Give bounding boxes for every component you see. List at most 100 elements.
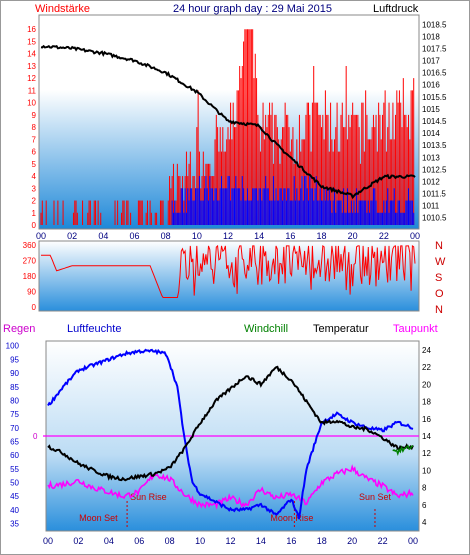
dewpoint-label: Taupunkt xyxy=(393,323,438,335)
temperature-tick-label: 8 xyxy=(422,484,427,493)
humidity-tick-label: 40 xyxy=(10,506,19,515)
time-tick-label: 16 xyxy=(285,231,295,241)
humidity-line xyxy=(47,348,414,520)
humidity-tick-label: 95 xyxy=(10,355,19,364)
pressure-title: Luftdruck xyxy=(373,3,419,15)
pressure-tick-label: 1013 xyxy=(422,153,440,162)
pressure-tick-label: 1017.5 xyxy=(422,44,447,53)
sun-set-label: Sun Set xyxy=(359,492,392,502)
time-tick-label: 22 xyxy=(379,231,389,241)
wind-tick-label: 11 xyxy=(28,86,37,95)
wind-tick-label: 13 xyxy=(27,62,36,71)
pressure-tick-label: 1016.5 xyxy=(422,69,447,78)
temperature-tick-label: 16 xyxy=(422,415,431,424)
temperature-tick-label: 10 xyxy=(422,466,431,475)
pressure-tick-label: 1015.5 xyxy=(422,93,447,102)
temperature-line xyxy=(47,365,414,482)
humidity-tick-label: 85 xyxy=(10,383,19,392)
graph-title: 24 hour graph day : 29 Mai 2015 xyxy=(173,3,332,15)
time-tick-label: 04 xyxy=(104,536,114,546)
humidity-tick-label: 35 xyxy=(10,520,19,529)
time-tick-label: 12 xyxy=(223,231,233,241)
time-tick-label: 10 xyxy=(195,536,205,546)
direction-tick-label: 0 xyxy=(32,303,37,312)
humidity-tick-label: 45 xyxy=(10,492,19,501)
pressure-tick-label: 1013.5 xyxy=(422,141,447,150)
humidity-tick-label: 50 xyxy=(10,479,19,488)
pressure-tick-label: 1016 xyxy=(422,81,440,90)
temperature-tick-label: 24 xyxy=(422,346,431,355)
time-tick-label: 20 xyxy=(347,536,357,546)
pressure-tick-label: 1012 xyxy=(422,177,440,186)
temperature-label: Temperatur xyxy=(313,323,369,335)
temperature-tick-label: 22 xyxy=(422,363,431,372)
windchill-label: Windchill xyxy=(244,323,288,335)
wind-tick-label: 12 xyxy=(27,74,36,83)
wind-tick-label: 8 xyxy=(32,123,37,132)
moon-set-label: Moon Set xyxy=(79,513,118,523)
time-tick-label: 02 xyxy=(73,536,83,546)
chart-marks: 0123456789101112131415161018.510181017.5… xyxy=(6,20,447,546)
direction-tick-label: 270 xyxy=(23,257,37,266)
pressure-tick-label: 1010.5 xyxy=(422,214,447,223)
wind-tick-label: 10 xyxy=(27,99,36,108)
time-tick-label: 22 xyxy=(378,536,388,546)
humidity-tick-label: 55 xyxy=(10,465,19,474)
humidity-tick-label: 75 xyxy=(10,410,19,419)
time-tick-label: 14 xyxy=(254,231,264,241)
wind-tick-label: 1 xyxy=(32,209,37,218)
time-tick-label: 00 xyxy=(410,231,420,241)
humidity-tick-label: 70 xyxy=(10,424,19,433)
wind-title: Windstärke xyxy=(35,3,90,15)
moon-rise-label: Moon Rise xyxy=(270,513,313,523)
pressure-tick-label: 1015 xyxy=(422,105,440,114)
time-tick-label: 14 xyxy=(256,536,266,546)
pressure-tick-label: 1018.5 xyxy=(422,20,447,29)
temperature-tick-label: 6 xyxy=(422,501,427,510)
compass-label: S xyxy=(435,272,442,284)
temperature-tick-label: 12 xyxy=(422,449,431,458)
time-tick-label: 18 xyxy=(317,536,327,546)
compass-label: W xyxy=(435,256,446,268)
temperature-tick-label: 20 xyxy=(422,380,431,389)
wind-tick-label: 7 xyxy=(32,135,37,144)
time-tick-label: 00 xyxy=(43,536,53,546)
pressure-tick-label: 1014.5 xyxy=(422,117,447,126)
compass-label: N xyxy=(435,240,443,252)
time-tick-label: 20 xyxy=(348,231,358,241)
time-tick-label: 08 xyxy=(165,536,175,546)
rain-label: Regen xyxy=(3,323,35,335)
wind-direction-line xyxy=(41,244,416,298)
wind-tick-label: 0 xyxy=(32,221,37,230)
wind-tick-label: 9 xyxy=(32,111,37,120)
humidity-label: Luftfeuchte xyxy=(67,323,121,335)
humidity-tick-label: 60 xyxy=(10,451,19,460)
rain-zero-label: 0 xyxy=(33,432,38,441)
time-tick-label: 10 xyxy=(192,231,202,241)
pressure-tick-label: 1014 xyxy=(422,129,440,138)
sun-rise-label: Sun Rise xyxy=(130,492,167,502)
wind-tick-label: 14 xyxy=(27,50,36,59)
wind-tick-label: 15 xyxy=(27,37,36,46)
time-tick-label: 18 xyxy=(316,231,326,241)
temperature-tick-label: 18 xyxy=(422,398,431,407)
windchill-line xyxy=(392,444,413,456)
pressure-line xyxy=(40,44,416,200)
time-tick-label: 00 xyxy=(408,536,418,546)
time-tick-label: 08 xyxy=(161,231,171,241)
wind-tick-label: 4 xyxy=(32,172,37,181)
temperature-tick-label: 14 xyxy=(422,432,431,441)
humidity-tick-label: 100 xyxy=(6,342,20,351)
humidity-tick-label: 80 xyxy=(10,396,19,405)
pressure-tick-label: 1017 xyxy=(422,57,440,66)
humidity-tick-label: 65 xyxy=(10,437,19,446)
humidity-tick-label: 90 xyxy=(10,369,19,378)
time-tick-label: 06 xyxy=(129,231,139,241)
compass-label: O xyxy=(435,288,444,300)
time-tick-label: 02 xyxy=(67,231,77,241)
time-tick-label: 00 xyxy=(36,231,46,241)
compass-label: N xyxy=(435,304,443,316)
wind-tick-label: 2 xyxy=(32,197,37,206)
